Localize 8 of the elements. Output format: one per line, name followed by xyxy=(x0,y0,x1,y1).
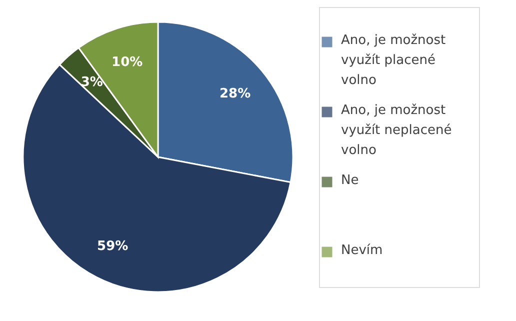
legend-label: Ano, je možnost využít placené volno xyxy=(341,33,446,88)
data-label: 10% xyxy=(112,54,143,70)
data-label: 28% xyxy=(219,86,251,102)
legend-label: Nevím xyxy=(341,243,383,258)
data-label: 59% xyxy=(97,239,128,254)
legend-label: Ano, je možnost využít neplacené volno xyxy=(341,103,452,158)
legend-label: Ne xyxy=(341,173,359,188)
data-label: 3% xyxy=(80,74,103,90)
